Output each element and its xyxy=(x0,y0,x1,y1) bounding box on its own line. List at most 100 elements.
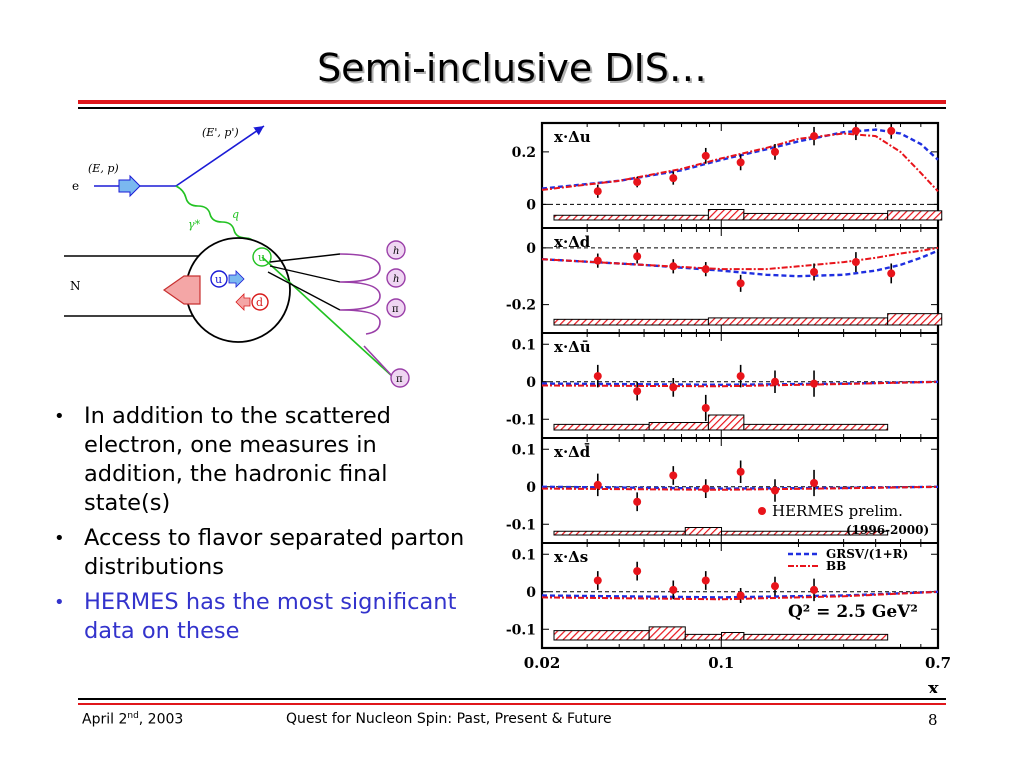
quark-d-spin-icon xyxy=(235,293,251,311)
y-tick-label: 0.2 xyxy=(512,145,536,161)
data-point xyxy=(810,479,819,487)
data-point xyxy=(736,372,745,381)
photon-q-label: q xyxy=(232,208,239,221)
nucleon-spin-arrow-icon xyxy=(162,275,201,305)
y-tick-label: -0.1 xyxy=(506,622,536,638)
legend-data-marker xyxy=(758,507,766,515)
hadron-label-4: π xyxy=(396,374,403,385)
x-axis-label: x xyxy=(928,678,939,693)
title-divider-black xyxy=(78,107,946,109)
quark-d-label: d xyxy=(256,296,263,309)
systematic-band xyxy=(721,632,745,641)
legend-data-label: HERMES prelim. xyxy=(772,502,903,520)
bullet-dot-icon: • xyxy=(54,592,65,613)
hadron-line-3 xyxy=(267,271,341,311)
panel-label: x·Δū xyxy=(554,338,591,356)
footer-date: April 2nd, 2003 xyxy=(82,711,184,728)
bb-curve xyxy=(541,246,939,271)
systematic-band xyxy=(553,630,650,641)
y-tick-label: -0.1 xyxy=(506,517,536,533)
x-tick-label: 0.7 xyxy=(925,654,951,672)
data-point xyxy=(736,279,745,288)
data-point xyxy=(669,585,678,594)
panel-label: x·Δs xyxy=(554,548,588,566)
systematic-band xyxy=(707,209,745,221)
quark-d-circle xyxy=(251,293,269,311)
hadron-circle-2 xyxy=(386,268,406,288)
legend-bb-label: BB xyxy=(826,559,846,573)
photon-label: γ* xyxy=(188,218,201,231)
data-point xyxy=(593,576,602,585)
bb-curve xyxy=(541,485,939,491)
data-point xyxy=(701,151,710,160)
data-point xyxy=(701,576,710,585)
data-point xyxy=(810,132,819,141)
systematic-band xyxy=(887,210,943,221)
nucleon-label: N xyxy=(70,279,81,293)
bb-curve xyxy=(541,132,939,192)
data-point xyxy=(887,126,896,135)
data-point xyxy=(669,174,678,183)
data-point xyxy=(770,377,779,386)
panel-label: x·Δd̄ xyxy=(554,442,591,461)
x-tick-label: 0.02 xyxy=(524,654,561,672)
systematic-band xyxy=(648,422,709,431)
hadron-circle-4 xyxy=(390,368,410,388)
data-point xyxy=(770,582,779,591)
panel-label: x·Δd xyxy=(554,233,591,251)
data-point xyxy=(810,267,819,276)
systematic-band xyxy=(743,212,889,221)
data-point xyxy=(593,187,602,196)
data-point xyxy=(593,256,602,265)
quark-u-label: u xyxy=(215,273,222,286)
hadron-label-2: h xyxy=(393,274,399,285)
data-point xyxy=(633,252,642,261)
outgoing-electron-line xyxy=(175,125,265,187)
bullet-dot-icon: • xyxy=(54,528,65,549)
data-point xyxy=(669,262,678,271)
data-point xyxy=(887,269,896,278)
data-point xyxy=(736,158,745,167)
hadron-line-1 xyxy=(269,253,341,263)
legend-data-years: (1996-2000) xyxy=(846,523,929,537)
systematic-band xyxy=(553,214,709,221)
data-point xyxy=(701,265,710,274)
electron-out-label: (E', p') xyxy=(202,126,239,139)
hermes-distribution-panels: 0 0.2 x·Δu 0 -0.2 x·Δd 0.1 0 -0.1 x·Δū 0.1 0 -0.1 x·Δ… xyxy=(506,121,951,693)
bullet-item-3: • HERMES has the most significant data on… xyxy=(48,588,478,646)
data-point xyxy=(669,471,678,480)
data-point xyxy=(701,404,710,412)
bullet-item-2: • Access to flavor separated parton distr… xyxy=(48,524,478,582)
struck-quark-track xyxy=(261,256,395,379)
hadron-circle-1 xyxy=(386,240,406,260)
y-tick-label: -0.2 xyxy=(506,298,536,314)
systematic-band xyxy=(553,318,709,326)
y-tick-label: 0.1 xyxy=(512,337,536,353)
legend-grsv-label: GRSV/(1+R) xyxy=(826,547,908,561)
data-point xyxy=(770,147,779,156)
data-point xyxy=(701,484,710,493)
data-point xyxy=(770,486,779,495)
systematic-band xyxy=(684,633,723,641)
sidis-diagram: e (E, p) (E', p') γ* q N u d u h h π π xyxy=(64,125,410,388)
hadron-line-4 xyxy=(363,345,395,379)
data-point xyxy=(810,379,819,388)
y-tick-label: 0 xyxy=(526,375,536,391)
data-point xyxy=(810,585,819,594)
hadron-line-2 xyxy=(269,265,341,283)
data-point xyxy=(633,178,642,187)
bb-curve xyxy=(541,380,939,388)
y-tick-label: 0 xyxy=(526,241,536,257)
y-tick-label: -0.1 xyxy=(506,412,536,428)
electron-in-label: (E, p) xyxy=(88,162,119,175)
data-point xyxy=(593,372,602,381)
systematic-band xyxy=(707,317,889,326)
data-point xyxy=(851,126,860,135)
data-point xyxy=(633,497,642,506)
x-tick-label: 0.1 xyxy=(708,654,734,672)
quark-u-spin-icon xyxy=(228,270,245,288)
panel-label: x·Δu xyxy=(554,128,591,146)
data-point xyxy=(851,258,860,267)
bb-curve xyxy=(541,590,939,601)
y-tick-label: 0 xyxy=(526,585,536,601)
